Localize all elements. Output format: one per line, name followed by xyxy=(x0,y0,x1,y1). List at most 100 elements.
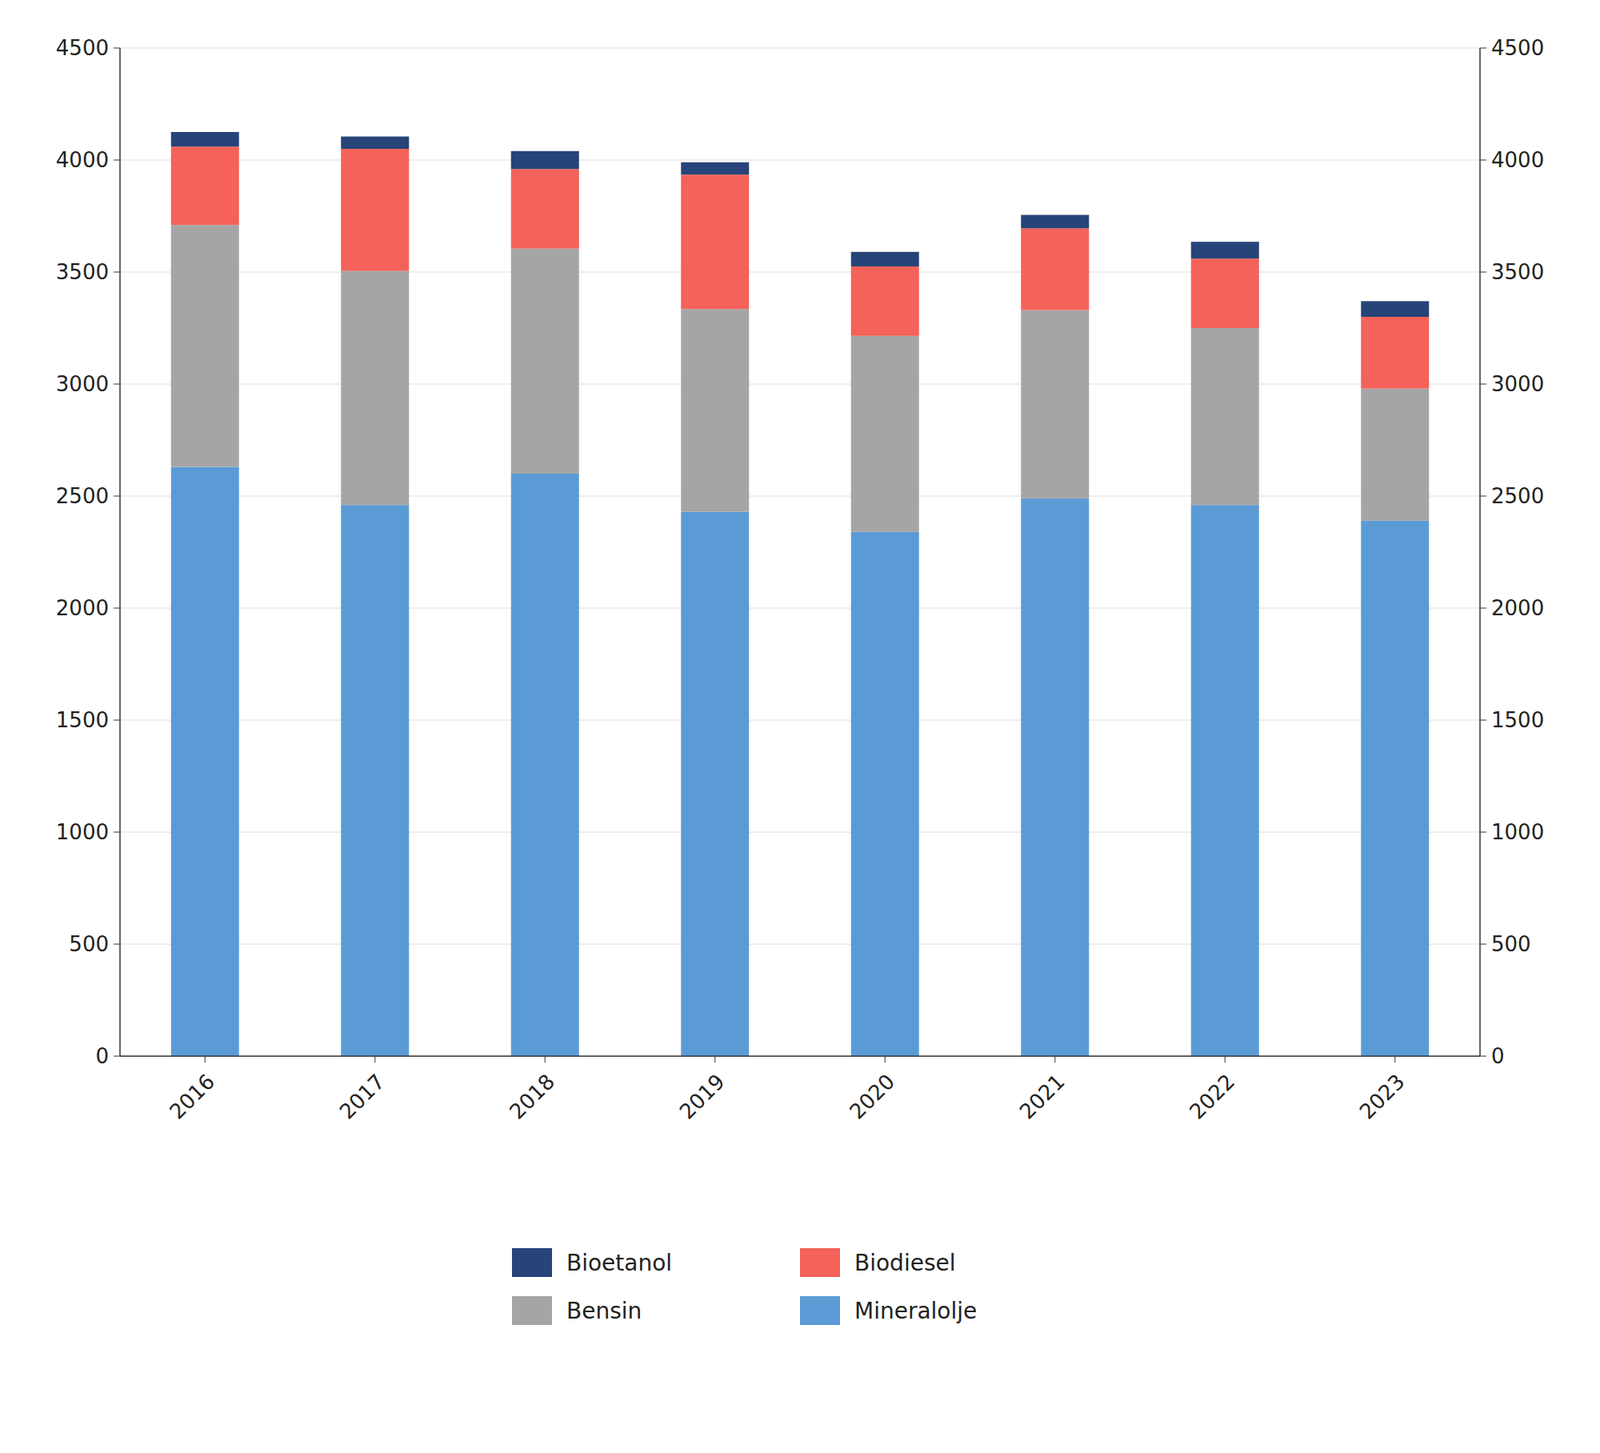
y-tick-label: 500 xyxy=(68,932,109,956)
y-tick-label: 4500 xyxy=(56,36,109,60)
bar-segment xyxy=(680,512,749,1056)
y2-tick-label: 4500 xyxy=(1491,36,1544,60)
grid-line xyxy=(120,496,1480,497)
y2-tick-label: 1000 xyxy=(1491,820,1544,844)
y2-tick xyxy=(1480,832,1487,833)
y-tick xyxy=(113,608,120,609)
bar-segment xyxy=(340,148,409,272)
x-tick-label: 2020 xyxy=(844,1069,900,1124)
x-tick xyxy=(714,1056,716,1063)
y2-tick xyxy=(1480,944,1487,945)
legend-swatch xyxy=(512,1248,552,1277)
bar-segment xyxy=(340,271,409,506)
y-tick xyxy=(113,944,120,945)
bar-segment xyxy=(340,136,409,149)
x-axis-line xyxy=(120,1055,1480,1057)
x-tick xyxy=(884,1056,886,1063)
y-tick-label: 4000 xyxy=(56,148,109,172)
bars xyxy=(171,132,1430,1056)
bar-segment xyxy=(1191,258,1260,328)
grid-line xyxy=(120,48,1480,49)
y2-tick xyxy=(1480,384,1487,385)
bar-segment xyxy=(1191,504,1260,1056)
y-tick-label: 2000 xyxy=(56,596,109,620)
bar-segment xyxy=(511,248,580,474)
x-tick-label: 2022 xyxy=(1184,1069,1240,1124)
y2-tick xyxy=(1480,272,1487,273)
x-tick-label: 2018 xyxy=(504,1069,560,1124)
grid-line xyxy=(120,1056,1480,1057)
y-tick-label: 3000 xyxy=(56,372,109,396)
y2-tick-label: 3000 xyxy=(1491,372,1544,396)
bar-segment xyxy=(851,252,920,267)
x-tick-label: 2016 xyxy=(164,1069,220,1124)
grid xyxy=(120,48,1480,1056)
y-tick xyxy=(113,272,120,273)
y-tick-label: 1500 xyxy=(56,708,109,732)
y2-tick-label: 0 xyxy=(1491,1044,1505,1068)
bar-segment xyxy=(171,146,240,225)
x-tick-label: 2017 xyxy=(335,1069,390,1124)
y2-tick xyxy=(1480,496,1487,497)
grid-line xyxy=(120,832,1480,833)
y-axis-line xyxy=(119,48,121,1056)
x-tick-label: 2021 xyxy=(1015,1069,1070,1124)
y-tick-label: 1000 xyxy=(56,820,109,844)
bar-segment xyxy=(1360,300,1429,317)
grid-line xyxy=(120,384,1480,385)
y-tick xyxy=(113,384,120,385)
bar-segment xyxy=(1360,316,1429,389)
y2-tick-label: 500 xyxy=(1491,932,1532,956)
x-tick xyxy=(204,1056,206,1063)
legend: BioetanolBiodieselBensinMineralolje xyxy=(512,1248,977,1325)
y2-tick xyxy=(1480,48,1487,49)
y-tick xyxy=(113,48,120,49)
bar-segment xyxy=(511,151,580,169)
bar-segment xyxy=(1020,215,1089,229)
bar-segment xyxy=(1191,328,1260,505)
y2-tick-label: 3500 xyxy=(1491,260,1544,284)
grid-line xyxy=(120,160,1480,161)
bar-segment xyxy=(851,336,920,532)
bar-segment xyxy=(1020,498,1089,1056)
legend-swatch xyxy=(800,1248,840,1277)
y2-tick xyxy=(1480,160,1487,161)
bar-segment xyxy=(1020,228,1089,310)
bar-segment xyxy=(171,224,240,467)
bar-segment xyxy=(340,504,409,1056)
legend-swatch xyxy=(800,1296,840,1325)
bar-segment xyxy=(680,162,749,175)
y-tick-label: 2500 xyxy=(56,484,109,508)
y2-tick xyxy=(1480,608,1487,609)
bar-segment xyxy=(680,308,749,512)
chart: 0500100015002000250030003500400045000500… xyxy=(0,0,1600,1453)
y-tick-label: 3500 xyxy=(56,260,109,284)
legend-label: Biodiesel xyxy=(854,1249,956,1276)
y2-tick-label: 4000 xyxy=(1491,148,1544,172)
x-tick-label: 2019 xyxy=(675,1069,730,1124)
x-tick xyxy=(1054,1056,1056,1063)
y-tick xyxy=(113,160,120,161)
chart-container: 0500100015002000250030003500400045000500… xyxy=(0,0,1600,1453)
x-tick-label: 2023 xyxy=(1355,1069,1410,1124)
bar-segment xyxy=(511,168,580,248)
grid-line xyxy=(120,720,1480,721)
bar-segment xyxy=(1360,520,1429,1056)
x-tick xyxy=(374,1056,376,1063)
grid-line xyxy=(120,608,1480,609)
x-tick xyxy=(1394,1056,1396,1063)
background xyxy=(0,0,1600,1453)
bar-segment xyxy=(1191,241,1260,259)
legend-label: Bioetanol xyxy=(566,1249,672,1276)
y-tick xyxy=(113,496,120,497)
grid-line xyxy=(120,272,1480,273)
y2-tick-label: 2000 xyxy=(1491,596,1544,620)
x-tick xyxy=(544,1056,546,1063)
y2-tick xyxy=(1480,720,1487,721)
y-tick xyxy=(113,1056,120,1057)
bar-segment xyxy=(851,266,920,336)
x-tick xyxy=(1224,1056,1226,1063)
bar-segment xyxy=(680,174,749,309)
y2-tick xyxy=(1480,1056,1487,1057)
bar-segment xyxy=(1020,310,1089,499)
